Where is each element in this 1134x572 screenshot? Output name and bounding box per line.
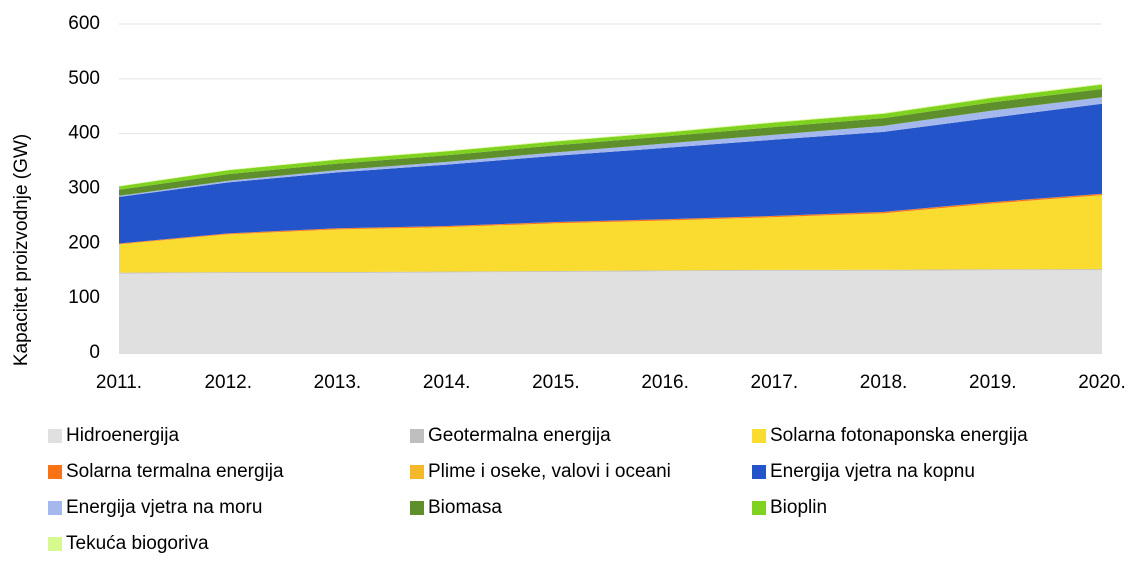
x-tick-label: 2016. [641, 372, 689, 393]
legend-swatch [410, 465, 424, 479]
y-tick-label: 500 [68, 68, 100, 89]
area [119, 84, 1102, 190]
legend-swatch [48, 465, 62, 479]
y-axis-label: Kapacitet proizvodnje (GW) [11, 134, 32, 366]
legend-label: Biomasa [428, 497, 502, 518]
x-tick-label: 2020. [1078, 372, 1126, 393]
y-tick-label: 300 [68, 178, 100, 199]
legend-swatch [48, 537, 62, 551]
x-tick-label: 2012. [204, 372, 252, 393]
legend-swatch [48, 501, 62, 515]
x-tick-label: 2018. [860, 372, 908, 393]
legend-label: Plime i oseke, valovi i oceani [428, 461, 671, 482]
area [119, 103, 1102, 244]
y-tick-label: 0 [89, 342, 100, 363]
legend-label: Energija vjetra na kopnu [770, 461, 975, 482]
x-tick-label: 2017. [751, 372, 799, 393]
x-tick-label: 2011. [96, 372, 142, 393]
legend-swatch [752, 429, 766, 443]
legend-swatch [752, 501, 766, 515]
x-tick-label: 2019. [969, 372, 1017, 393]
legend-label: Solarna fotonaponska energija [770, 425, 1028, 446]
area [119, 269, 1102, 274]
y-tick-label: 200 [68, 232, 100, 253]
y-tick-label: 100 [68, 287, 100, 308]
legend-label: Bioplin [770, 497, 827, 518]
area [119, 195, 1102, 273]
legend-label: Geotermalna energija [428, 425, 611, 446]
legend-label: Energija vjetra na moru [66, 497, 262, 518]
x-tick-label: 2014. [423, 372, 471, 393]
legend-swatch [752, 465, 766, 479]
y-tick-label: 600 [68, 13, 100, 34]
x-tick-label: 2015. [532, 372, 580, 393]
x-tick-label: 2013. [314, 372, 362, 393]
legend-swatch [48, 429, 62, 443]
legend-label: Tekuća biogoriva [66, 533, 209, 554]
legend-swatch [410, 429, 424, 443]
area [119, 88, 1102, 196]
y-tick-label: 400 [68, 123, 100, 144]
legend-label: Solarna termalna energija [66, 461, 284, 482]
area [119, 270, 1102, 353]
legend-swatch [410, 501, 424, 515]
legend-label: Hidroenergija [66, 425, 179, 446]
